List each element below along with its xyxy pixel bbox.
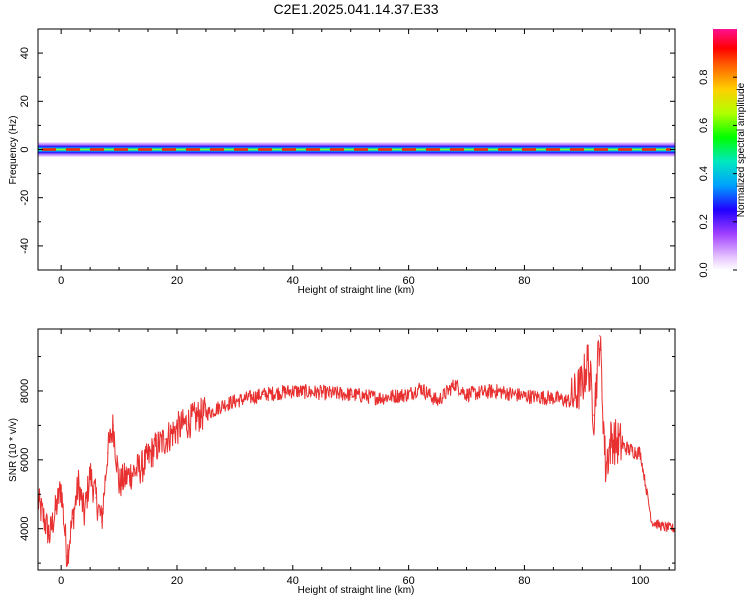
snr-point <box>130 473 132 475</box>
colorbar-gradient <box>713 29 737 270</box>
snr-x-tick-label: 0 <box>58 575 64 587</box>
heatmap-x-ticks: 0 20 40 60 80 100 <box>58 29 670 287</box>
snr-point <box>645 486 647 488</box>
snr-series-line <box>38 336 675 568</box>
heatmap-x-tick-label: 20 <box>171 275 183 287</box>
snr-point <box>321 392 323 394</box>
snr-point <box>48 534 51 537</box>
snr-point <box>72 517 74 519</box>
heatmap-x-axis-label: Height of straight line (km) <box>298 285 415 296</box>
heatmap-y-tick-label: 20 <box>19 95 31 107</box>
heatmap-y-tick-label: -20 <box>19 190 31 206</box>
snr-point <box>187 421 190 423</box>
snr-point <box>211 411 213 413</box>
heatmap-x-tick-label: 0 <box>58 275 64 287</box>
snr-point <box>141 466 143 468</box>
snr-point <box>581 383 583 385</box>
snr-point <box>60 486 62 488</box>
colorbar-tick-label: 0.6 <box>698 118 710 133</box>
snr-point <box>292 390 294 392</box>
heatmap-panel: 0 20 40 60 80 100 -40 -20 0 20 40 Height of strai… <box>8 28 676 296</box>
heatmap-x-tick-label: 100 <box>631 275 649 287</box>
snr-point <box>552 397 554 399</box>
snr-point <box>570 400 572 402</box>
snr-point <box>593 414 595 416</box>
snr-point <box>153 448 155 451</box>
snr-point <box>587 359 589 361</box>
snr-point <box>419 386 421 389</box>
snr-point <box>263 393 265 396</box>
snr-y-ticks: 4000 6000 8000 <box>19 356 675 564</box>
colorbar-ticks: 0.0 0.2 0.4 0.6 0.8 <box>698 70 737 278</box>
snr-point <box>77 483 80 485</box>
colorbar-tick-label: 0.0 <box>698 262 710 277</box>
snr-point <box>350 393 352 396</box>
heatmap-x-tick-label: 40 <box>287 275 299 287</box>
snr-point <box>118 483 120 485</box>
snr-point <box>379 397 381 399</box>
snr-y-axis-label: SNR (10 * v/v) <box>8 418 19 482</box>
heatmap-x-tick-label: 80 <box>518 275 530 287</box>
snr-x-tick-label: 100 <box>631 575 649 587</box>
snr-point <box>662 526 665 528</box>
snr-point <box>101 521 103 523</box>
snr-point <box>176 428 178 430</box>
colorbar-label: Normalized spectral amplitude <box>736 82 747 217</box>
snr-y-tick-label: 4000 <box>19 516 31 540</box>
snr-point <box>599 335 601 337</box>
heatmap-x-tick-label: 60 <box>402 275 414 287</box>
snr-point <box>454 383 456 385</box>
heatmap-y-tick-label: 40 <box>19 47 31 59</box>
snr-point <box>436 400 439 402</box>
snr-point <box>494 390 497 392</box>
snr-point <box>89 473 91 475</box>
snr-point <box>651 521 653 523</box>
snr-frame <box>37 328 676 571</box>
snr-point <box>199 414 201 416</box>
snr-panel: 0 20 40 60 80 100 4000 6000 8000 Height of stra… <box>8 328 676 596</box>
snr-point <box>66 555 68 557</box>
snr-plot-area <box>38 329 675 570</box>
heatmap-y-axis-label: Frequency (Hz) <box>8 116 19 185</box>
colorbar: 0.0 0.2 0.4 0.6 0.8 Normalized spectral ampl… <box>698 29 747 278</box>
snr-point <box>106 452 109 454</box>
snr-point <box>112 424 114 426</box>
snr-x-tick-label: 20 <box>171 575 183 587</box>
colorbar-tick-label: 0.2 <box>698 214 710 229</box>
snr-x-tick-label: 80 <box>518 575 530 587</box>
snr-point <box>164 438 166 440</box>
chart-title: C2E1.2025.041.14.37.E33 <box>273 1 438 17</box>
snr-point <box>83 514 85 516</box>
heatmap-y-ticks: -40 -20 0 20 40 <box>19 28 675 271</box>
snr-point <box>523 395 526 397</box>
snr-point <box>639 452 641 454</box>
heatmap-y-tick-label: 0 <box>19 146 31 152</box>
snr-x-tick-label: 60 <box>402 575 414 587</box>
snr-point <box>222 404 224 406</box>
heatmap-frame <box>37 28 676 271</box>
colorbar-tick-label: 0.8 <box>698 70 710 85</box>
snr-y-tick-label: 6000 <box>19 448 31 472</box>
snr-point <box>604 466 607 468</box>
snr-point <box>610 438 612 440</box>
snr-point <box>234 400 236 402</box>
snr-x-tick-label: 40 <box>287 575 299 587</box>
colorbar-tick-label: 0.4 <box>698 166 710 181</box>
snr-x-axis-label: Height of straight line (km) <box>298 585 415 596</box>
snr-point <box>628 448 630 451</box>
snr-y-tick-label: 8000 <box>19 379 31 403</box>
heatmap-y-tick-label: -40 <box>19 238 31 254</box>
snr-point <box>616 442 618 444</box>
heatmap-band <box>38 142 675 157</box>
snr-x-ticks: 0 20 40 60 80 100 <box>58 329 670 587</box>
snr-point <box>408 393 410 396</box>
snr-point <box>95 497 97 499</box>
snr-point <box>465 393 468 396</box>
